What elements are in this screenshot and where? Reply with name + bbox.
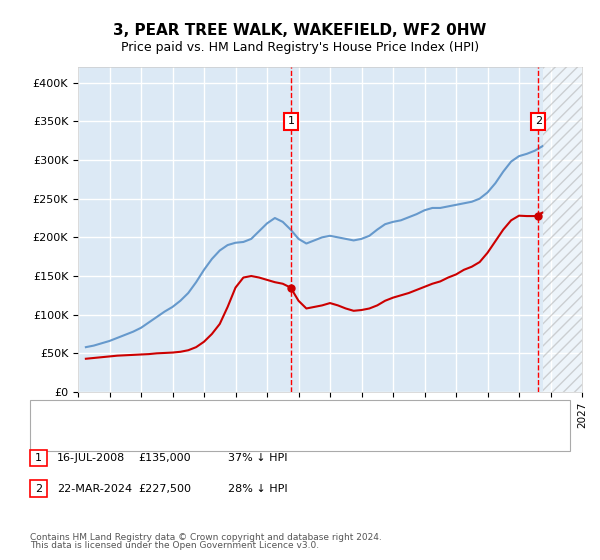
Text: 1: 1 bbox=[35, 453, 42, 463]
Text: Price paid vs. HM Land Registry's House Price Index (HPI): Price paid vs. HM Land Registry's House … bbox=[121, 41, 479, 54]
Text: £135,000: £135,000 bbox=[138, 453, 191, 463]
Text: 2: 2 bbox=[35, 484, 42, 494]
Text: 37% ↓ HPI: 37% ↓ HPI bbox=[228, 453, 287, 463]
Text: 2: 2 bbox=[535, 116, 542, 127]
Text: HPI: Average price, detached house, Wakefield: HPI: Average price, detached house, Wake… bbox=[78, 419, 322, 430]
Text: This data is licensed under the Open Government Licence v3.0.: This data is licensed under the Open Gov… bbox=[30, 542, 319, 550]
Text: 16-JUL-2008: 16-JUL-2008 bbox=[57, 453, 125, 463]
Text: ———: ——— bbox=[36, 404, 59, 417]
Text: Contains HM Land Registry data © Crown copyright and database right 2024.: Contains HM Land Registry data © Crown c… bbox=[30, 533, 382, 542]
Text: 3, PEAR TREE WALK, WAKEFIELD, WF2 0HW (detached house): 3, PEAR TREE WALK, WAKEFIELD, WF2 0HW (d… bbox=[78, 405, 398, 416]
Text: 28% ↓ HPI: 28% ↓ HPI bbox=[228, 484, 287, 494]
Text: 22-MAR-2024: 22-MAR-2024 bbox=[57, 484, 132, 494]
Text: 3, PEAR TREE WALK, WAKEFIELD, WF2 0HW: 3, PEAR TREE WALK, WAKEFIELD, WF2 0HW bbox=[113, 24, 487, 38]
Text: HPI: Average price, detached house, Wakefield: HPI: Average price, detached house, Wake… bbox=[72, 419, 316, 429]
Text: £227,500: £227,500 bbox=[138, 484, 191, 494]
Text: ——: —— bbox=[36, 402, 53, 416]
Text: 3, PEAR TREE WALK, WAKEFIELD, WF2 0HW (detached house): 3, PEAR TREE WALK, WAKEFIELD, WF2 0HW (d… bbox=[72, 404, 392, 414]
Text: ———: ——— bbox=[36, 418, 59, 431]
Text: 1: 1 bbox=[288, 116, 295, 127]
Text: ——: —— bbox=[36, 417, 53, 431]
